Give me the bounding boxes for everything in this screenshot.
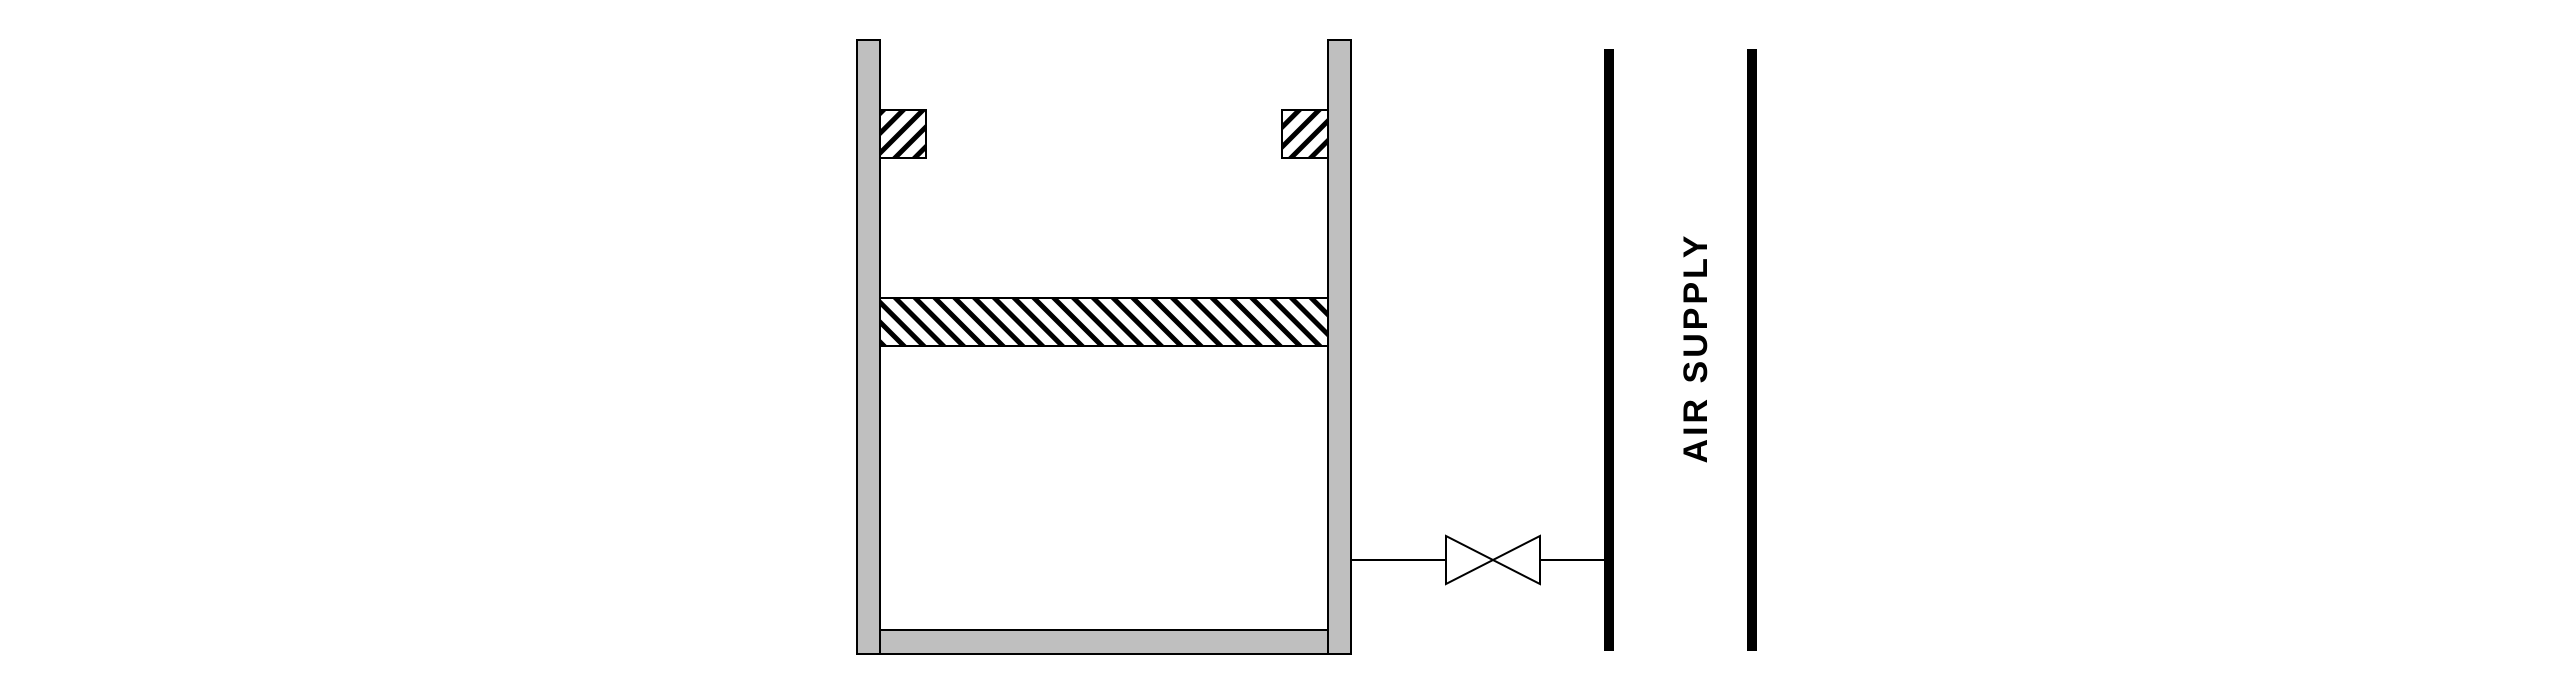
- cylinder-left-wall: [856, 39, 881, 655]
- cylinder-right-wall: [1327, 39, 1352, 655]
- right-stop: [1281, 109, 1329, 159]
- piston: [879, 297, 1329, 347]
- valve-icon: [1445, 534, 1541, 586]
- cylinder-base: [879, 629, 1329, 655]
- air-supply-label: AIR SUPPLY: [1677, 233, 1715, 464]
- air-supply-line-left: [1604, 49, 1614, 651]
- air-supply-line-right: [1747, 49, 1757, 651]
- left-stop: [879, 109, 927, 159]
